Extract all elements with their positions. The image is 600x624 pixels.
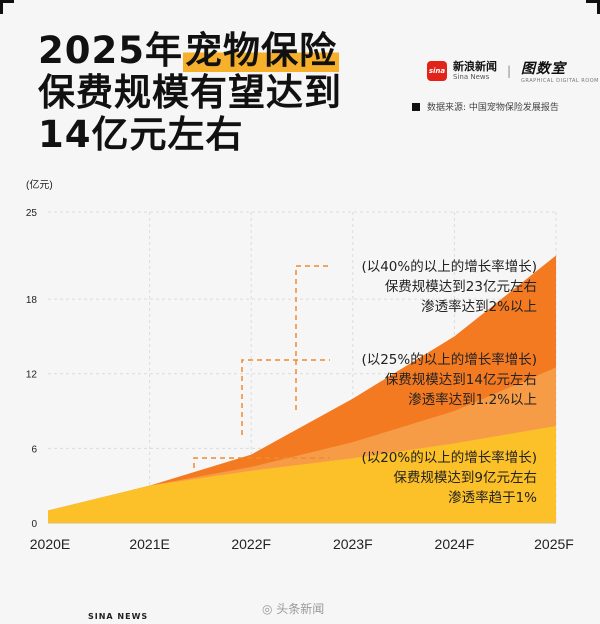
annotation-leaders <box>193 265 330 468</box>
source-text: 数据来源: 中国宠物保险发展报告 <box>427 103 559 113</box>
area-series-2 <box>48 425 556 523</box>
y-tick-label-2: 12 <box>26 370 38 381</box>
data-source: 数据来源: 中国宠物保险发展报告 <box>412 100 559 113</box>
x-tick-label-4: 2024F <box>435 536 475 552</box>
annotation-1-line-0: (以25%的以上的增长率增长) <box>361 351 537 368</box>
x-axis-ticks: 2020E 2021E 2022F 2023F 2024F 2025F <box>30 536 574 552</box>
headline-line-1: 2025年宠物保险 <box>38 29 342 72</box>
annotation-1-line-1: 保费规模达到14亿元左右 <box>385 372 537 388</box>
headline-line-2: 保费规模有望达到 <box>38 71 342 114</box>
headline: 2025年宠物保险 保费规模有望达到 14亿元左右 <box>38 29 342 156</box>
y-axis-label: (亿元) <box>26 178 53 191</box>
brand-room-en: GRAPHICAL DIGITAL ROOM <box>521 78 599 84</box>
brand-text: 新浪新闻 Sina News <box>453 60 497 82</box>
brand-name-en: Sina News <box>453 73 490 81</box>
source-square-icon <box>412 102 420 111</box>
y-tick-label-1: 6 <box>31 444 37 455</box>
annotation-2-line-2: 渗透率趋于1% <box>448 489 537 506</box>
area-series <box>48 255 556 524</box>
x-tick-label-1: 2021E <box>129 536 169 552</box>
annotation-leader-2 <box>193 457 330 468</box>
headline-line-3: 14亿元左右 <box>38 113 244 156</box>
x-tick-label-5: 2025F <box>534 536 574 552</box>
annotation-2-line-1: 保费规模达到9亿元左右 <box>393 470 537 486</box>
y-axis-ticks: 0 6 12 18 25 <box>26 208 38 530</box>
x-tick-label-0: 2020E <box>30 536 70 552</box>
annotation-leader-0 <box>295 265 330 410</box>
footer-watermark: ◎ 头条新闻 <box>262 602 325 616</box>
y-tick-label-3: 18 <box>26 295 38 306</box>
y-tick-label-4: 25 <box>26 208 38 219</box>
headline-year: 2025年 <box>38 29 183 72</box>
frame-corner-right-bar <box>597 0 600 14</box>
frame-corner-top-left <box>0 0 14 3</box>
annotation-1-line-2: 渗透率达到1.2%以上 <box>408 391 537 408</box>
sina-logo-icon: sina <box>427 61 447 81</box>
frame-corner-left-bar <box>0 0 3 14</box>
brand-bar: sina 新浪新闻 Sina News | 图数室 GRAPHICAL DIGI… <box>427 58 599 84</box>
brand-room: 图数室 GRAPHICAL DIGITAL ROOM <box>521 58 599 84</box>
x-tick-label-2: 2022F <box>231 536 271 552</box>
annotation-leader-1 <box>241 359 330 435</box>
x-tick-label-3: 2023F <box>333 536 373 552</box>
annotation-0-line-2: 渗透率达到2%以上 <box>421 298 537 315</box>
annotation-2-line-0: (以20%的以上的增长率增长) <box>361 449 537 466</box>
annotation-0-line-1: 保费规模达到23亿元左右 <box>385 279 537 295</box>
brand-name: 新浪新闻 <box>453 60 497 73</box>
annotation-0-line-0: (以40%的以上的增长率增长) <box>361 258 537 275</box>
y-tick-label-0: 0 <box>31 519 37 530</box>
headline-highlight: 宠物保险 <box>182 29 339 72</box>
brand-room-logo: 图数室 <box>521 61 567 77</box>
footer-watermark-text: 头条新闻 <box>276 602 325 616</box>
brand-separator: | <box>507 64 512 78</box>
frame-corner-top-right <box>586 0 600 3</box>
footer-brand: SINA NEWS <box>88 612 149 621</box>
